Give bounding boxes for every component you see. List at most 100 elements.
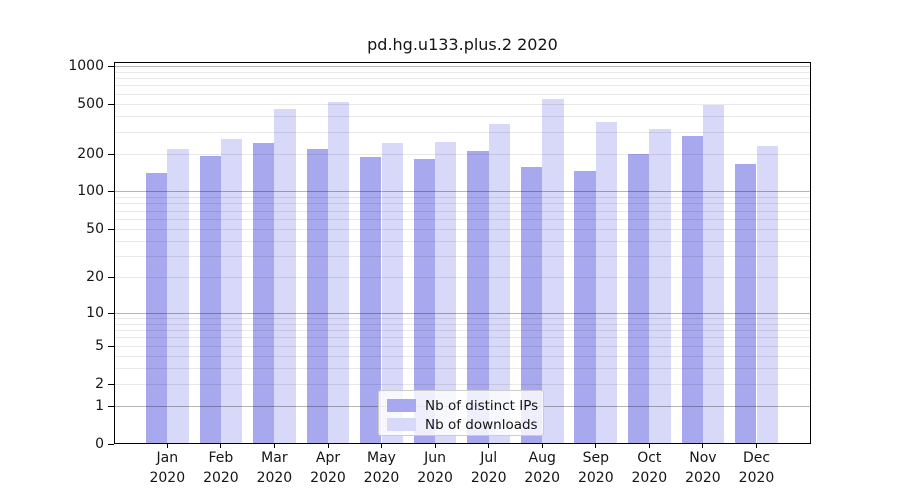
x-label-year: 2020 <box>417 470 453 486</box>
x-tick-jul <box>488 444 490 448</box>
x-label-year: 2020 <box>738 470 775 486</box>
x-label-year: 2020 <box>310 470 346 486</box>
bar-distinct-ips-apr <box>306 148 328 444</box>
x-tick-oct <box>648 444 650 448</box>
x-tick-feb <box>220 444 222 448</box>
minor-gridline-9 <box>114 317 811 319</box>
major-gridline-100 <box>114 191 811 193</box>
bar-downloads-aug <box>542 99 564 444</box>
x-tick-label-apr: Apr 2020 <box>286 448 370 488</box>
x-tick-label-jun: Jun 2020 <box>393 448 477 488</box>
x-tick-aug <box>541 444 543 448</box>
y-tick-1 <box>108 406 114 407</box>
bar-downloads-jan <box>167 148 189 444</box>
y-tick-label-50: 50 <box>86 220 104 237</box>
x-label-month: Oct <box>637 450 662 466</box>
y-tick-label-20: 20 <box>86 269 104 286</box>
x-label-year: 2020 <box>577 470 614 486</box>
x-label-month: Sep <box>582 450 609 466</box>
x-label-month: Apr <box>315 450 341 466</box>
x-label-month: Mar <box>261 450 288 466</box>
minor-gridline-800 <box>114 77 811 79</box>
y-tick-label-100: 100 <box>77 183 104 200</box>
bar-downloads-jul <box>488 123 511 444</box>
y-tick-100 <box>108 191 114 193</box>
minor-gridline-80 <box>114 203 811 205</box>
x-tick-label-jan: Jan 2020 <box>125 448 209 488</box>
minor-gridline-600 <box>114 93 811 95</box>
x-tick-dec <box>756 444 757 448</box>
x-label-month: Feb <box>208 450 234 466</box>
y-tick-50 <box>108 228 114 230</box>
legend-swatch-distinct-ips <box>387 399 416 412</box>
minor-gridline-6 <box>114 337 811 339</box>
bar-downloads-nov <box>702 104 725 444</box>
x-tick-label-feb: Feb 2020 <box>179 448 263 488</box>
x-label-year: 2020 <box>256 470 293 486</box>
y-tick-500 <box>108 103 114 105</box>
x-tick-label-dec: Dec 2020 <box>715 448 799 488</box>
y-tick-label-200: 200 <box>77 145 104 162</box>
y-tick-200 <box>108 153 114 155</box>
y-tick-10 <box>108 312 114 314</box>
x-tick-label-oct: Oct 2020 <box>607 448 691 488</box>
minor-gridline-700 <box>114 85 811 87</box>
x-tick-sep <box>595 444 597 448</box>
x-tick-apr <box>327 444 329 448</box>
minor-gridline-60 <box>114 218 811 220</box>
x-label-month: Jun <box>424 450 447 466</box>
bar-distinct-ips-jul <box>467 151 489 444</box>
minor-gridline-200 <box>114 153 811 155</box>
major-gridline-1000 <box>114 65 811 67</box>
bar-downloads-jun <box>435 142 457 444</box>
minor-gridline-30 <box>114 256 811 257</box>
legend-item-downloads: Nb of downloads <box>379 415 543 434</box>
bar-downloads-apr <box>328 101 350 444</box>
bar-distinct-ips-dec <box>735 164 757 444</box>
x-label-month: Aug <box>528 450 556 466</box>
y-tick-label-10: 10 <box>86 304 104 321</box>
major-gridline-10 <box>114 312 811 314</box>
y-tick-label-2: 2 <box>95 375 104 392</box>
minor-gridline-5 <box>114 345 811 347</box>
x-tick-label-jul: Jul 2020 <box>447 448 531 488</box>
y-tick-label-5: 5 <box>95 337 104 354</box>
x-tick-label-may: May 2020 <box>340 448 424 488</box>
bar-downloads-may <box>381 142 403 444</box>
chart-title: pd.hg.u133.plus.2 2020 <box>367 35 558 54</box>
x-tick-jan <box>166 444 168 448</box>
minor-gridline-7 <box>114 330 811 332</box>
y-tick-1000 <box>108 65 114 67</box>
bar-distinct-ips-jun <box>413 158 436 444</box>
bar-downloads-dec <box>756 146 778 444</box>
bar-downloads-mar <box>274 109 296 444</box>
x-label-month: Jul <box>480 450 498 466</box>
y-tick-0 <box>108 444 114 445</box>
legend-item-distinct-ips: Nb of distinct IPs <box>379 396 543 415</box>
minor-gridline-8 <box>114 323 811 325</box>
minor-gridline-2 <box>114 383 811 385</box>
bar-distinct-ips-oct <box>627 153 650 444</box>
minor-gridline-4 <box>114 355 811 357</box>
plot-area <box>114 62 811 444</box>
minor-gridline-3 <box>114 368 811 370</box>
legend-label-distinct-ips: Nb of distinct IPs <box>425 397 539 414</box>
y-tick-label-1000: 1000 <box>68 57 104 74</box>
bar-distinct-ips-jan <box>145 173 168 444</box>
x-label-month: Jan <box>156 450 179 466</box>
bar-downloads-sep <box>595 122 618 444</box>
x-tick-label-aug: Aug 2020 <box>500 448 584 488</box>
minor-gridline-90 <box>114 197 811 198</box>
y-tick-5 <box>108 345 114 347</box>
y-tick-label-500: 500 <box>77 95 104 112</box>
bar-downloads-oct <box>649 129 671 444</box>
x-label-month: Dec <box>742 450 771 466</box>
x-tick-label-sep: Sep 2020 <box>554 448 638 488</box>
minor-gridline-500 <box>114 103 811 105</box>
minor-gridline-40 <box>114 240 811 242</box>
x-tick-nov <box>702 444 704 448</box>
x-tick-may <box>381 444 382 448</box>
y-tick-2 <box>108 383 114 385</box>
x-label-month: May <box>367 450 396 466</box>
